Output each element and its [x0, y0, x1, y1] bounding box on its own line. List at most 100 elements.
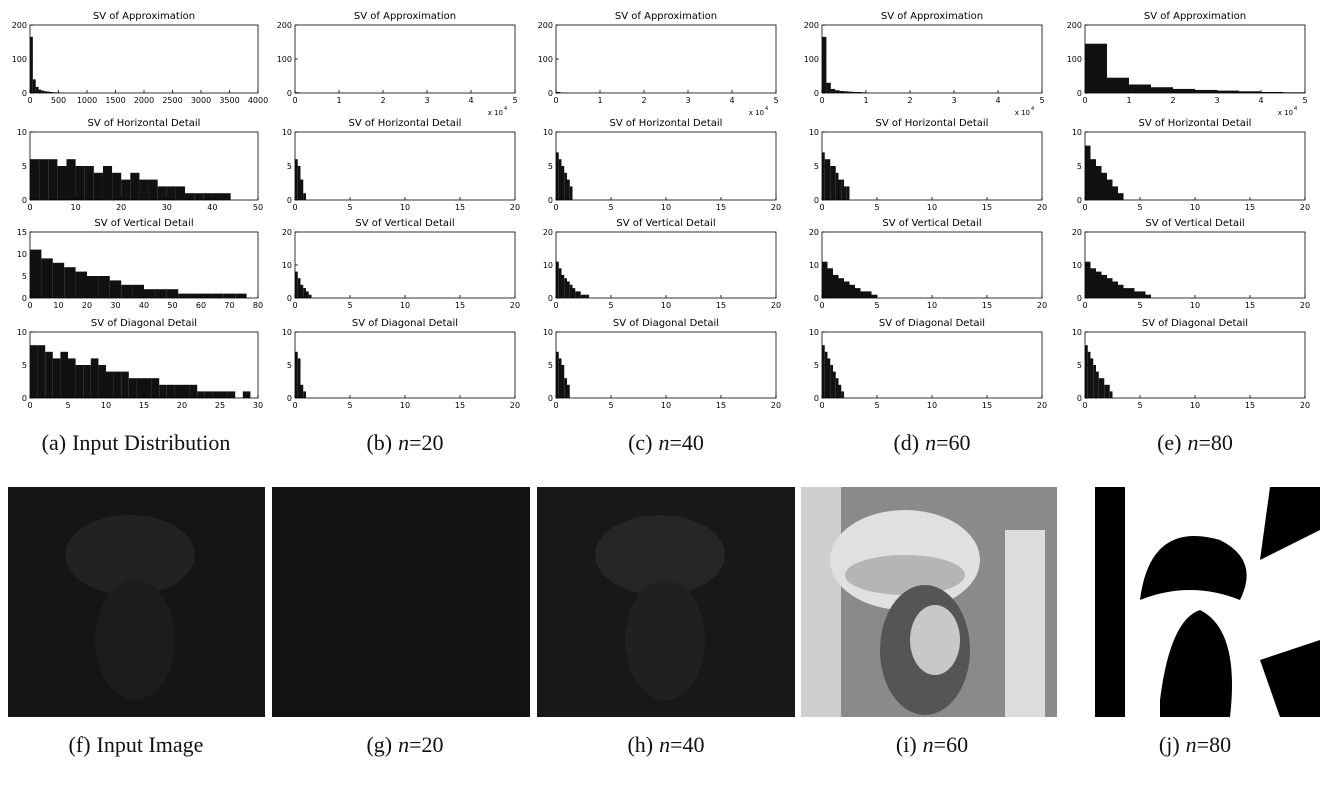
y-tick-label: 10 — [17, 328, 27, 337]
y-tick-label: 20 — [809, 228, 819, 237]
x-tick-label: 0 — [27, 301, 32, 310]
bar — [149, 180, 158, 200]
bar — [825, 159, 828, 200]
x-tick-label: 2 — [641, 96, 646, 105]
bar — [1135, 291, 1141, 298]
bar — [1102, 173, 1108, 200]
bar — [45, 352, 53, 398]
x-tick-label: 15 — [716, 203, 726, 212]
x-tick-label: 0 — [553, 203, 558, 212]
bar — [828, 358, 831, 398]
y-tick-label: 10 — [1072, 261, 1082, 270]
x-tick-label: 5 — [347, 301, 352, 310]
chart-title: SV of Vertical Detail — [94, 218, 193, 229]
bar — [295, 159, 298, 200]
y-tick-label: 0 — [1077, 196, 1082, 205]
caption: (d)n=60 — [893, 430, 970, 455]
x-tick-label: 30 — [110, 301, 120, 310]
x-tick-label: 3 — [685, 96, 690, 105]
bar — [76, 272, 87, 298]
x-tick-label: 10 — [927, 401, 937, 410]
x-tick-label: 10 — [661, 203, 671, 212]
x-tick-label: 1 — [1126, 96, 1131, 105]
x-multiplier: x 10 — [488, 109, 503, 117]
x-tick-label: 0 — [553, 96, 558, 105]
y-tick-label: 10 — [1072, 328, 1082, 337]
bar — [830, 166, 833, 200]
bar — [185, 193, 194, 200]
x-tick-label: 5 — [874, 203, 879, 212]
x-tick-label: 15 — [982, 401, 992, 410]
bar — [39, 159, 48, 200]
caption: (b)n=20 — [366, 430, 443, 455]
bar — [228, 391, 236, 398]
bar — [190, 385, 198, 398]
y-tick-label: 20 — [1072, 228, 1082, 237]
image-g — [272, 487, 530, 717]
y-tick-label: 100 — [804, 55, 819, 64]
x-tick-label: 40 — [207, 203, 217, 212]
bar — [1096, 272, 1102, 298]
y-tick-label: 100 — [12, 55, 27, 64]
y-tick-label: 200 — [1067, 21, 1082, 30]
bar — [85, 166, 94, 200]
bar — [66, 159, 75, 200]
chart-title: SV of Diagonal Detail — [352, 318, 458, 329]
bar — [76, 166, 85, 200]
bar — [833, 275, 839, 298]
bar — [1107, 78, 1129, 93]
x-tick-label: 5 — [608, 203, 613, 212]
x-multiplier: x 10 — [1015, 109, 1030, 117]
x-tick-label: 60 — [196, 301, 206, 310]
chart-title: SV of Vertical Detail — [616, 218, 715, 229]
bar — [575, 291, 578, 298]
y-tick-label: 0 — [287, 89, 292, 98]
x-tick-label: 1 — [336, 96, 341, 105]
bar — [1093, 365, 1096, 398]
y-tick-label: 0 — [548, 394, 553, 403]
bar — [822, 345, 825, 398]
bar — [309, 295, 312, 298]
bar — [303, 193, 306, 200]
bar — [76, 365, 84, 398]
bar — [567, 180, 570, 200]
bar — [178, 294, 189, 298]
chart-title: SV of Horizontal Detail — [349, 118, 462, 129]
caption-text: =60 — [934, 732, 968, 757]
caption-text: =40 — [670, 732, 704, 757]
x-tick-label: 4 — [1258, 96, 1263, 105]
y-tick-label: 10 — [1072, 128, 1082, 137]
caption-var: n — [923, 732, 934, 757]
chart-title: SV of Approximation — [1144, 11, 1246, 22]
y-tick-label: 10 — [282, 328, 292, 337]
x-tick-label: 10 — [1190, 301, 1200, 310]
y-tick-label: 0 — [1077, 294, 1082, 303]
caption-label: (b) — [366, 430, 392, 455]
bar — [556, 262, 559, 298]
x-multiplier: x 10 — [749, 109, 764, 117]
x-tick-label: 10 — [53, 301, 63, 310]
x-multiplier-exp: 4 — [1031, 106, 1034, 112]
x-tick-label: 0 — [292, 96, 297, 105]
bar — [822, 37, 826, 93]
bar — [155, 289, 166, 298]
bar — [872, 295, 878, 298]
bar — [559, 358, 562, 398]
bar — [1104, 385, 1107, 398]
y-tick-label: 10 — [809, 261, 819, 270]
caption-var: n — [925, 430, 936, 455]
caption-label: (h) — [627, 732, 653, 757]
bar — [201, 294, 212, 298]
y-tick-label: 0 — [814, 294, 819, 303]
x-tick-label: 15 — [1245, 203, 1255, 212]
bar — [1085, 44, 1107, 93]
y-tick-label: 100 — [1067, 55, 1082, 64]
bar — [562, 166, 565, 200]
caption: (f)Input Image — [69, 732, 204, 757]
bar — [114, 372, 122, 398]
y-tick-label: 5 — [22, 272, 27, 281]
chart-title: SV of Vertical Detail — [1145, 218, 1244, 229]
x-tick-label: 20 — [1300, 401, 1310, 410]
bar — [1091, 159, 1097, 200]
caption-label: (j) — [1159, 732, 1180, 757]
